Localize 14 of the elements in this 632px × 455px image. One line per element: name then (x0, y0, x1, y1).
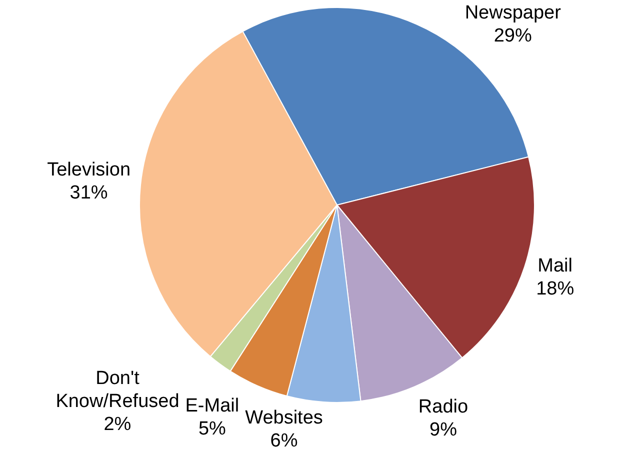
data-label: 31% (70, 182, 108, 204)
data-label: 18% (536, 278, 574, 300)
slice-label: Websites (245, 408, 323, 429)
slice-label: Newspaper (464, 2, 562, 24)
data-label: 2% (104, 414, 132, 435)
slice-label: Radio (418, 396, 468, 418)
slice-label: E-Mail (185, 396, 240, 417)
slice-label: Don't Know/Refused (56, 368, 180, 412)
data-label: 9% (429, 420, 458, 441)
data-label: 29% (494, 26, 532, 47)
slice-label: Mail (538, 256, 572, 277)
slice-label: Television (47, 160, 131, 181)
data-label: 5% (198, 418, 226, 440)
data-label: 6% (270, 430, 298, 452)
